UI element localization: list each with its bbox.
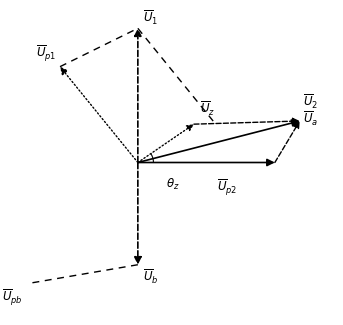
- Text: $\overline{U}_{pb}$: $\overline{U}_{pb}$: [2, 287, 23, 307]
- Text: $\overline{U}_a$: $\overline{U}_a$: [303, 111, 318, 128]
- Text: $\overline{U}_{p1}$: $\overline{U}_{p1}$: [36, 44, 57, 63]
- Text: $\overline{U}_{p2}$: $\overline{U}_{p2}$: [217, 177, 237, 197]
- Text: $\overline{U}_2$: $\overline{U}_2$: [303, 93, 318, 111]
- Text: $\overline{U}_z$: $\overline{U}_z$: [200, 100, 215, 118]
- Text: $\theta_z$: $\theta_z$: [166, 177, 179, 192]
- Text: $\overline{U}_1$: $\overline{U}_1$: [143, 9, 158, 27]
- Text: $\overline{U}_b$: $\overline{U}_b$: [143, 268, 158, 286]
